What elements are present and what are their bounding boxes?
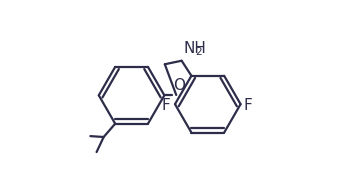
Text: 2: 2: [195, 47, 202, 57]
Text: NH: NH: [183, 41, 206, 56]
Text: O: O: [173, 78, 185, 93]
Text: F: F: [244, 98, 252, 112]
Text: F: F: [162, 98, 170, 112]
